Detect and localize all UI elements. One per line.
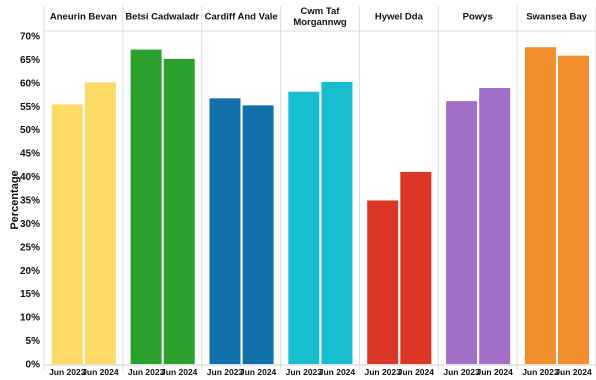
y-tick-label: 5% (26, 336, 41, 347)
y-tick-label: 35% (20, 196, 40, 207)
x-tick-label: Jun 2024 (161, 367, 198, 377)
panel-label: Betsi Cadwaladr (125, 12, 199, 23)
bar (558, 55, 590, 365)
bar (524, 47, 556, 364)
x-tick-label: Jun 2023 (207, 367, 244, 377)
y-tick-label: 45% (20, 149, 40, 160)
x-tick-label: Jun 2023 (286, 367, 323, 377)
x-tick-label: Jun 2024 (398, 367, 435, 377)
x-tick-label: Jun 2024 (319, 367, 356, 377)
panel-label: Swansea Bay (526, 12, 587, 23)
y-tick-label: 30% (20, 219, 40, 230)
x-tick-label: Jun 2023 (49, 367, 86, 377)
y-tick-label: 55% (20, 102, 40, 113)
x-tick-label: Jun 2024 (555, 367, 592, 377)
bar (84, 82, 116, 364)
bar (209, 98, 241, 364)
y-tick-label: 25% (20, 242, 40, 253)
y-tick-label: 20% (20, 266, 40, 277)
bar (288, 91, 320, 364)
x-tick-label: Jun 2023 (128, 367, 165, 377)
x-tick-label: Jun 2024 (240, 367, 277, 377)
y-tick-label: 15% (20, 289, 40, 300)
bar (400, 171, 432, 364)
y-axis-title: Percentage (9, 170, 21, 229)
bar (130, 49, 162, 365)
bar (446, 101, 478, 364)
bar (367, 200, 399, 364)
bar (479, 88, 511, 365)
panel-label: Morgannwg (293, 17, 346, 28)
y-tick-label: 10% (20, 313, 40, 324)
y-tick-label: 40% (20, 172, 40, 183)
bar (51, 104, 83, 364)
x-tick-label: Jun 2023 (443, 367, 480, 377)
bar (321, 81, 353, 365)
x-tick-label: Jun 2024 (82, 367, 119, 377)
y-tick-label: 65% (20, 55, 40, 66)
x-tick-label: Jun 2023 (522, 367, 559, 377)
y-tick-label: 50% (20, 125, 40, 136)
panel-label: Hywel Dda (375, 12, 424, 23)
y-tick-label: 70% (20, 32, 40, 43)
y-tick-label: 60% (20, 78, 40, 89)
x-tick-label: Jun 2023 (364, 367, 401, 377)
panel-label: Cwm Taf (301, 6, 341, 17)
bar (242, 105, 274, 364)
x-tick-label: Jun 2024 (476, 367, 513, 377)
panel-label: Aneurin Bevan (50, 12, 117, 23)
panel-label: Cardiff And Vale (205, 12, 278, 23)
bar (163, 58, 195, 365)
y-tick-label: 0% (26, 360, 41, 371)
panel-label: Powys (463, 12, 493, 23)
